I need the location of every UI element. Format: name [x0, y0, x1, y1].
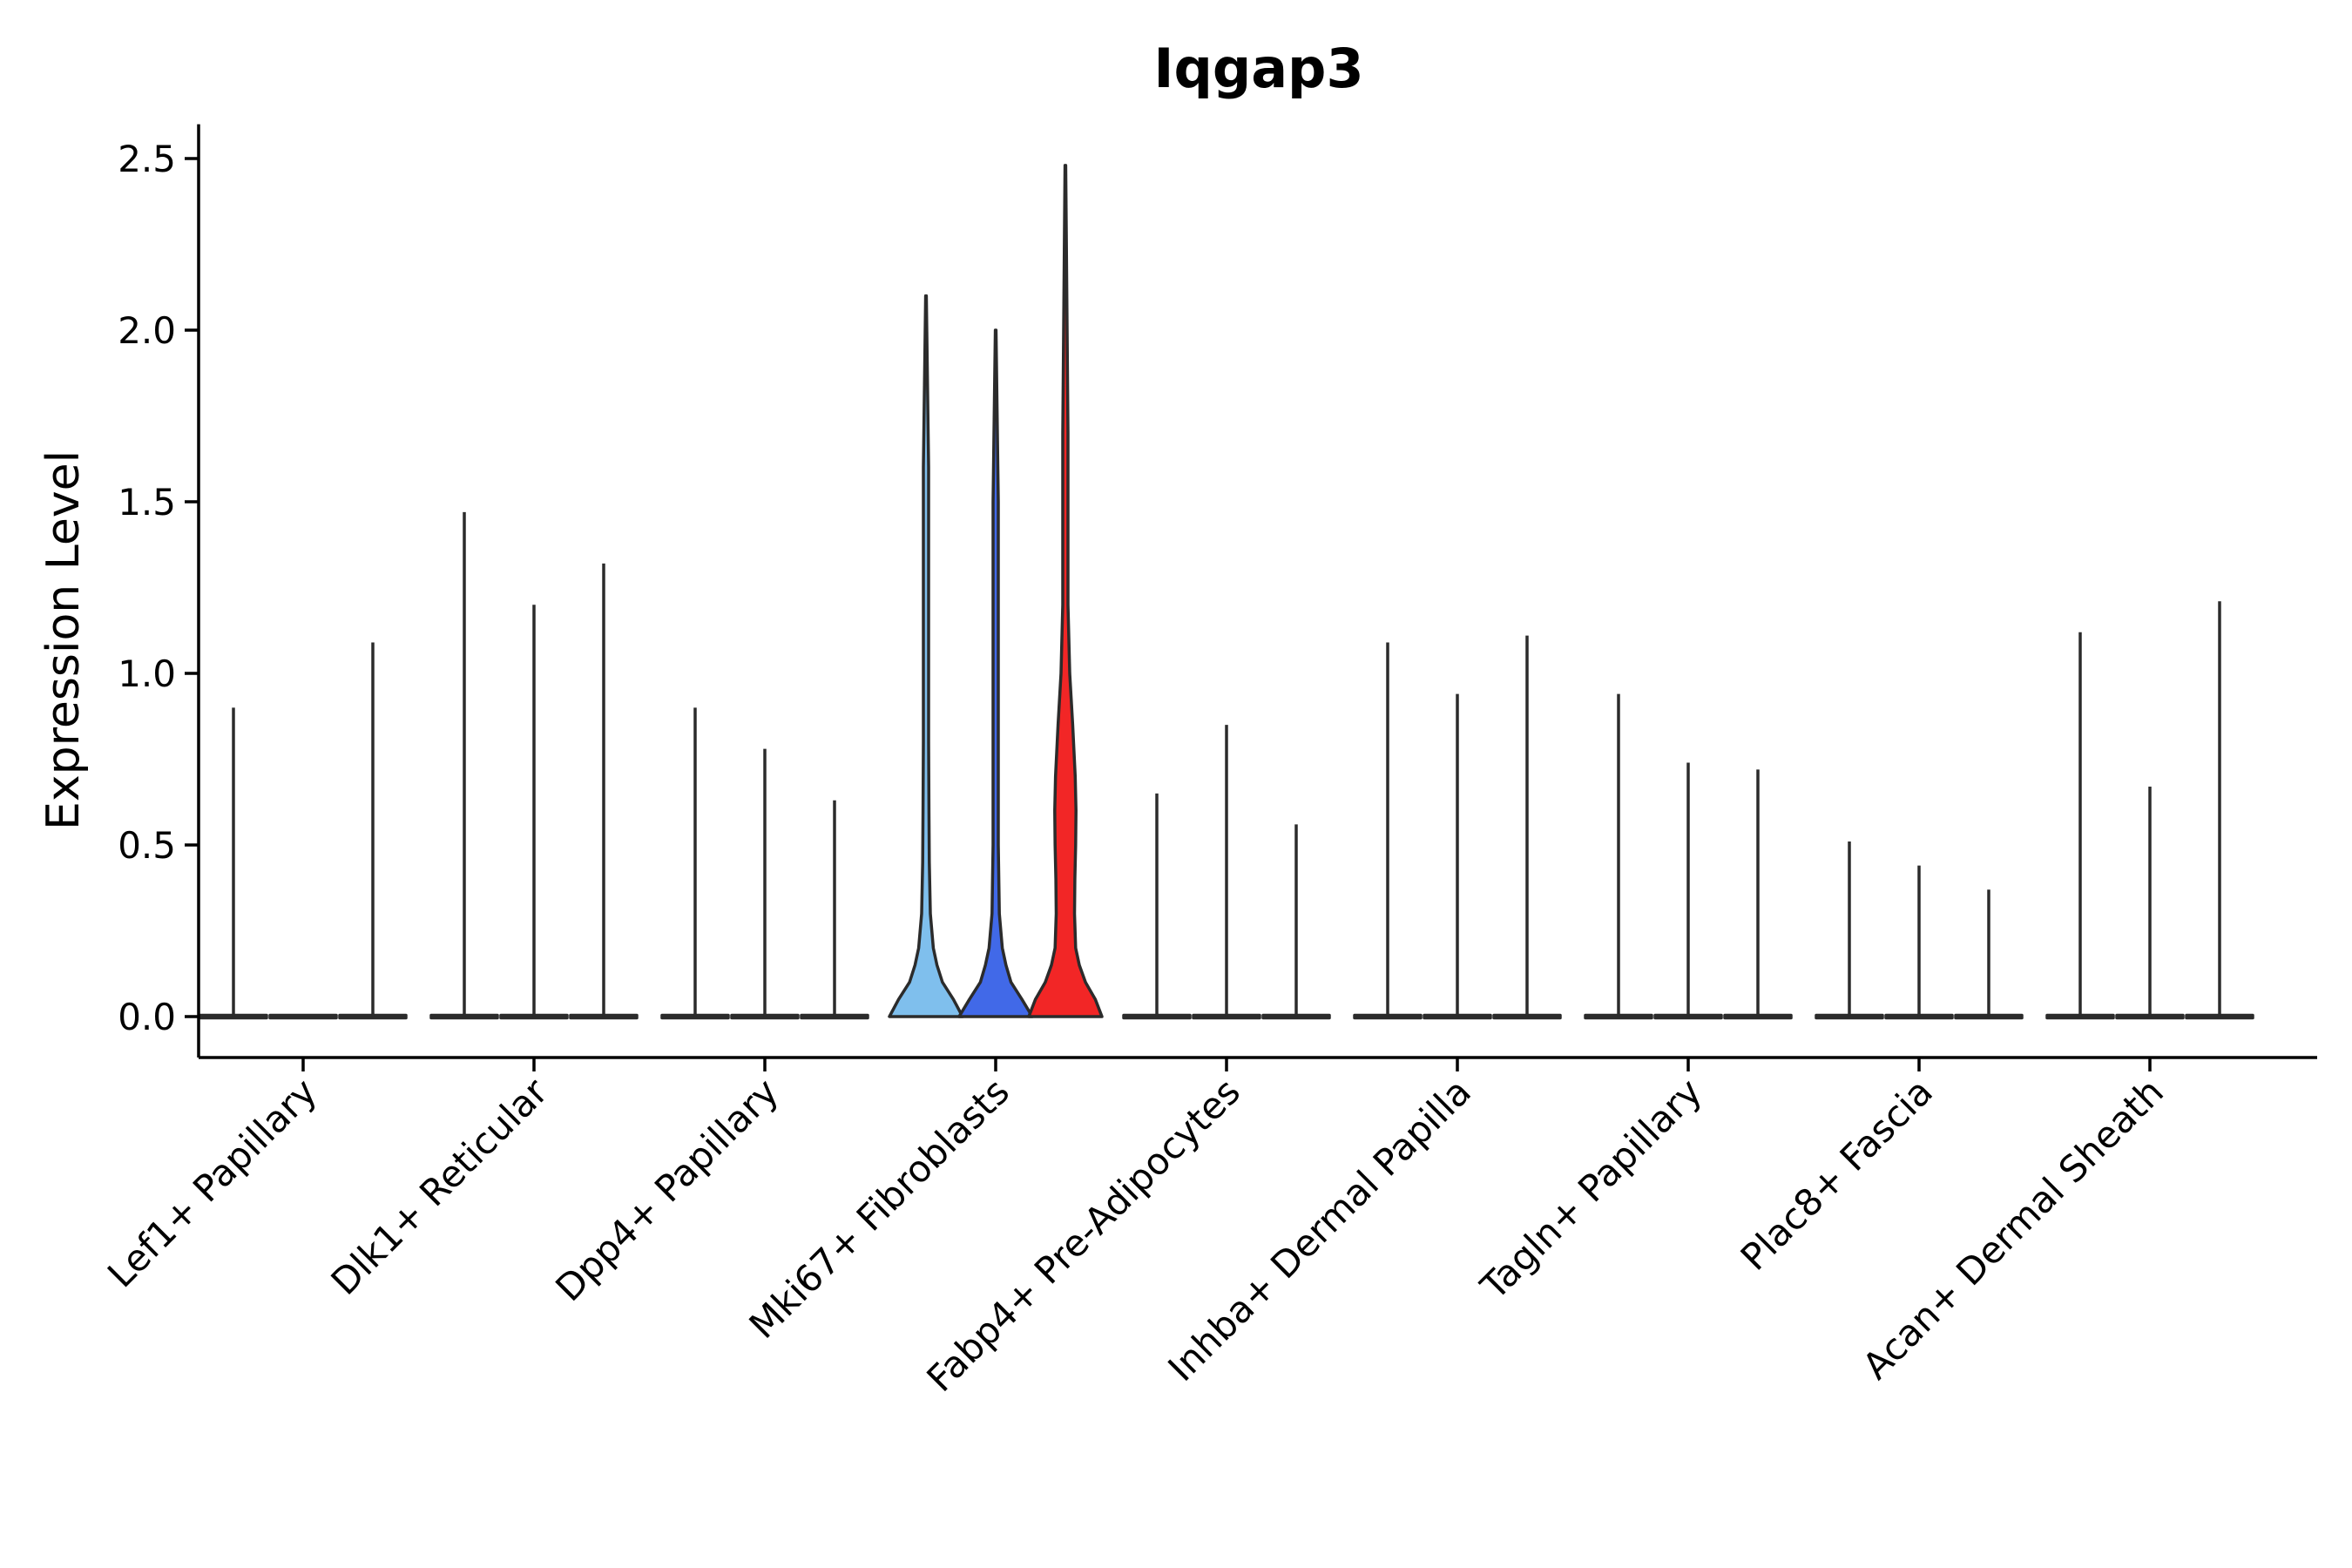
violin-group	[1353, 635, 1562, 1020]
chart-title: Iqgap3	[1153, 37, 1363, 100]
y-tick-label: 2.0	[118, 309, 176, 352]
x-tick-label: Tagln+ Papillary	[1472, 1070, 1710, 1308]
y-tick-label: 1.5	[118, 481, 176, 524]
violin-group	[429, 511, 639, 1020]
violin-shape	[957, 328, 1034, 1018]
y-tick-label: 1.0	[118, 652, 176, 695]
violin-group	[888, 164, 1104, 1018]
x-tick-label: Dlk1+ Reticular	[323, 1070, 557, 1303]
violin-group	[1584, 693, 1793, 1020]
violin-shape	[1027, 164, 1104, 1018]
y-tick-label: 2.5	[118, 138, 176, 180]
x-tick-label: Plac8+ Fascia	[1733, 1070, 1941, 1278]
x-tick-label: Mki67+ Fibroblasts	[741, 1070, 1017, 1346]
violin-group	[660, 707, 869, 1020]
y-axis-label: Expression Level	[37, 450, 90, 830]
x-tick-label: Lef1+ Papillary	[99, 1070, 325, 1295]
violins-group	[199, 164, 2254, 1020]
violin-shape	[888, 294, 964, 1018]
violin-group	[199, 642, 408, 1020]
x-tick-label: Dpp4+ Papillary	[547, 1070, 787, 1309]
violin-group	[1122, 725, 1331, 1020]
y-tick-label: 0.0	[118, 996, 176, 1038]
y-tick-label: 0.5	[118, 824, 176, 867]
violin-group	[2045, 601, 2254, 1020]
violin-base	[268, 1013, 338, 1020]
y-axis: 0.0 0.5 1.0 1.5 2.0 2.5	[118, 124, 200, 1058]
violin-group	[1815, 841, 2024, 1020]
